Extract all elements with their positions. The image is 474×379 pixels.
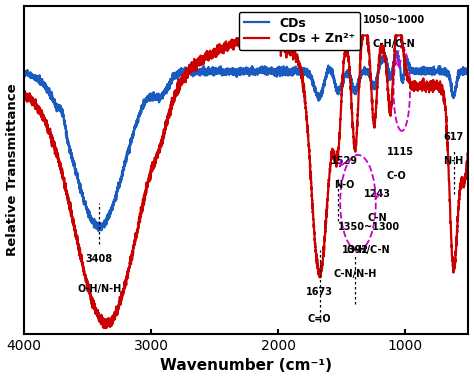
CDs [394,49,400,53]
Text: 1350~1300: 1350~1300 [337,221,400,232]
Text: 617: 617 [444,132,464,142]
Text: O-H/N-H: O-H/N-H [77,284,121,294]
Text: C-O: C-O [387,171,407,181]
Text: N-O: N-O [334,180,354,190]
Text: C=O: C=O [308,314,331,324]
CDs + Zn²⁺ [243,33,248,38]
CDs [21,70,27,75]
Text: 1050~1000: 1050~1000 [363,16,425,25]
CDs [452,92,458,96]
Legend: CDs, CDs + Zn²⁺: CDs, CDs + Zn²⁺ [239,12,360,50]
CDs + Zn²⁺ [211,50,217,55]
Text: C-H/C-N: C-H/C-N [372,39,415,49]
CDs [465,71,471,76]
Text: O-H/C-N: O-H/C-N [347,246,391,255]
CDs + Zn²⁺ [208,56,214,60]
Line: CDs + Zn²⁺: CDs + Zn²⁺ [24,35,468,328]
Text: 1115: 1115 [387,147,414,157]
CDs [232,67,238,72]
CDs + Zn²⁺ [452,263,458,267]
CDs [96,229,101,233]
Text: 3408: 3408 [86,254,113,265]
Y-axis label: Relative Transmittance: Relative Transmittance [6,83,18,256]
X-axis label: Wavenumber (cm⁻¹): Wavenumber (cm⁻¹) [160,359,332,373]
CDs + Zn²⁺ [344,45,350,49]
Text: N-H: N-H [444,156,464,166]
CDs + Zn²⁺ [465,146,471,151]
CDs + Zn²⁺ [232,41,238,46]
CDs + Zn²⁺ [430,90,436,94]
Text: C-N/N-H: C-N/N-H [334,269,377,279]
Text: 1673: 1673 [306,287,333,297]
CDs [211,69,217,74]
CDs [208,71,214,75]
CDs [344,69,350,74]
CDs + Zn²⁺ [101,326,107,330]
CDs [430,69,436,74]
CDs + Zn²⁺ [21,91,27,96]
Text: 1529: 1529 [330,156,357,166]
Line: CDs: CDs [24,51,468,231]
Text: 1243: 1243 [364,189,391,199]
Text: 1392: 1392 [342,246,369,255]
Text: C-N: C-N [368,213,387,222]
